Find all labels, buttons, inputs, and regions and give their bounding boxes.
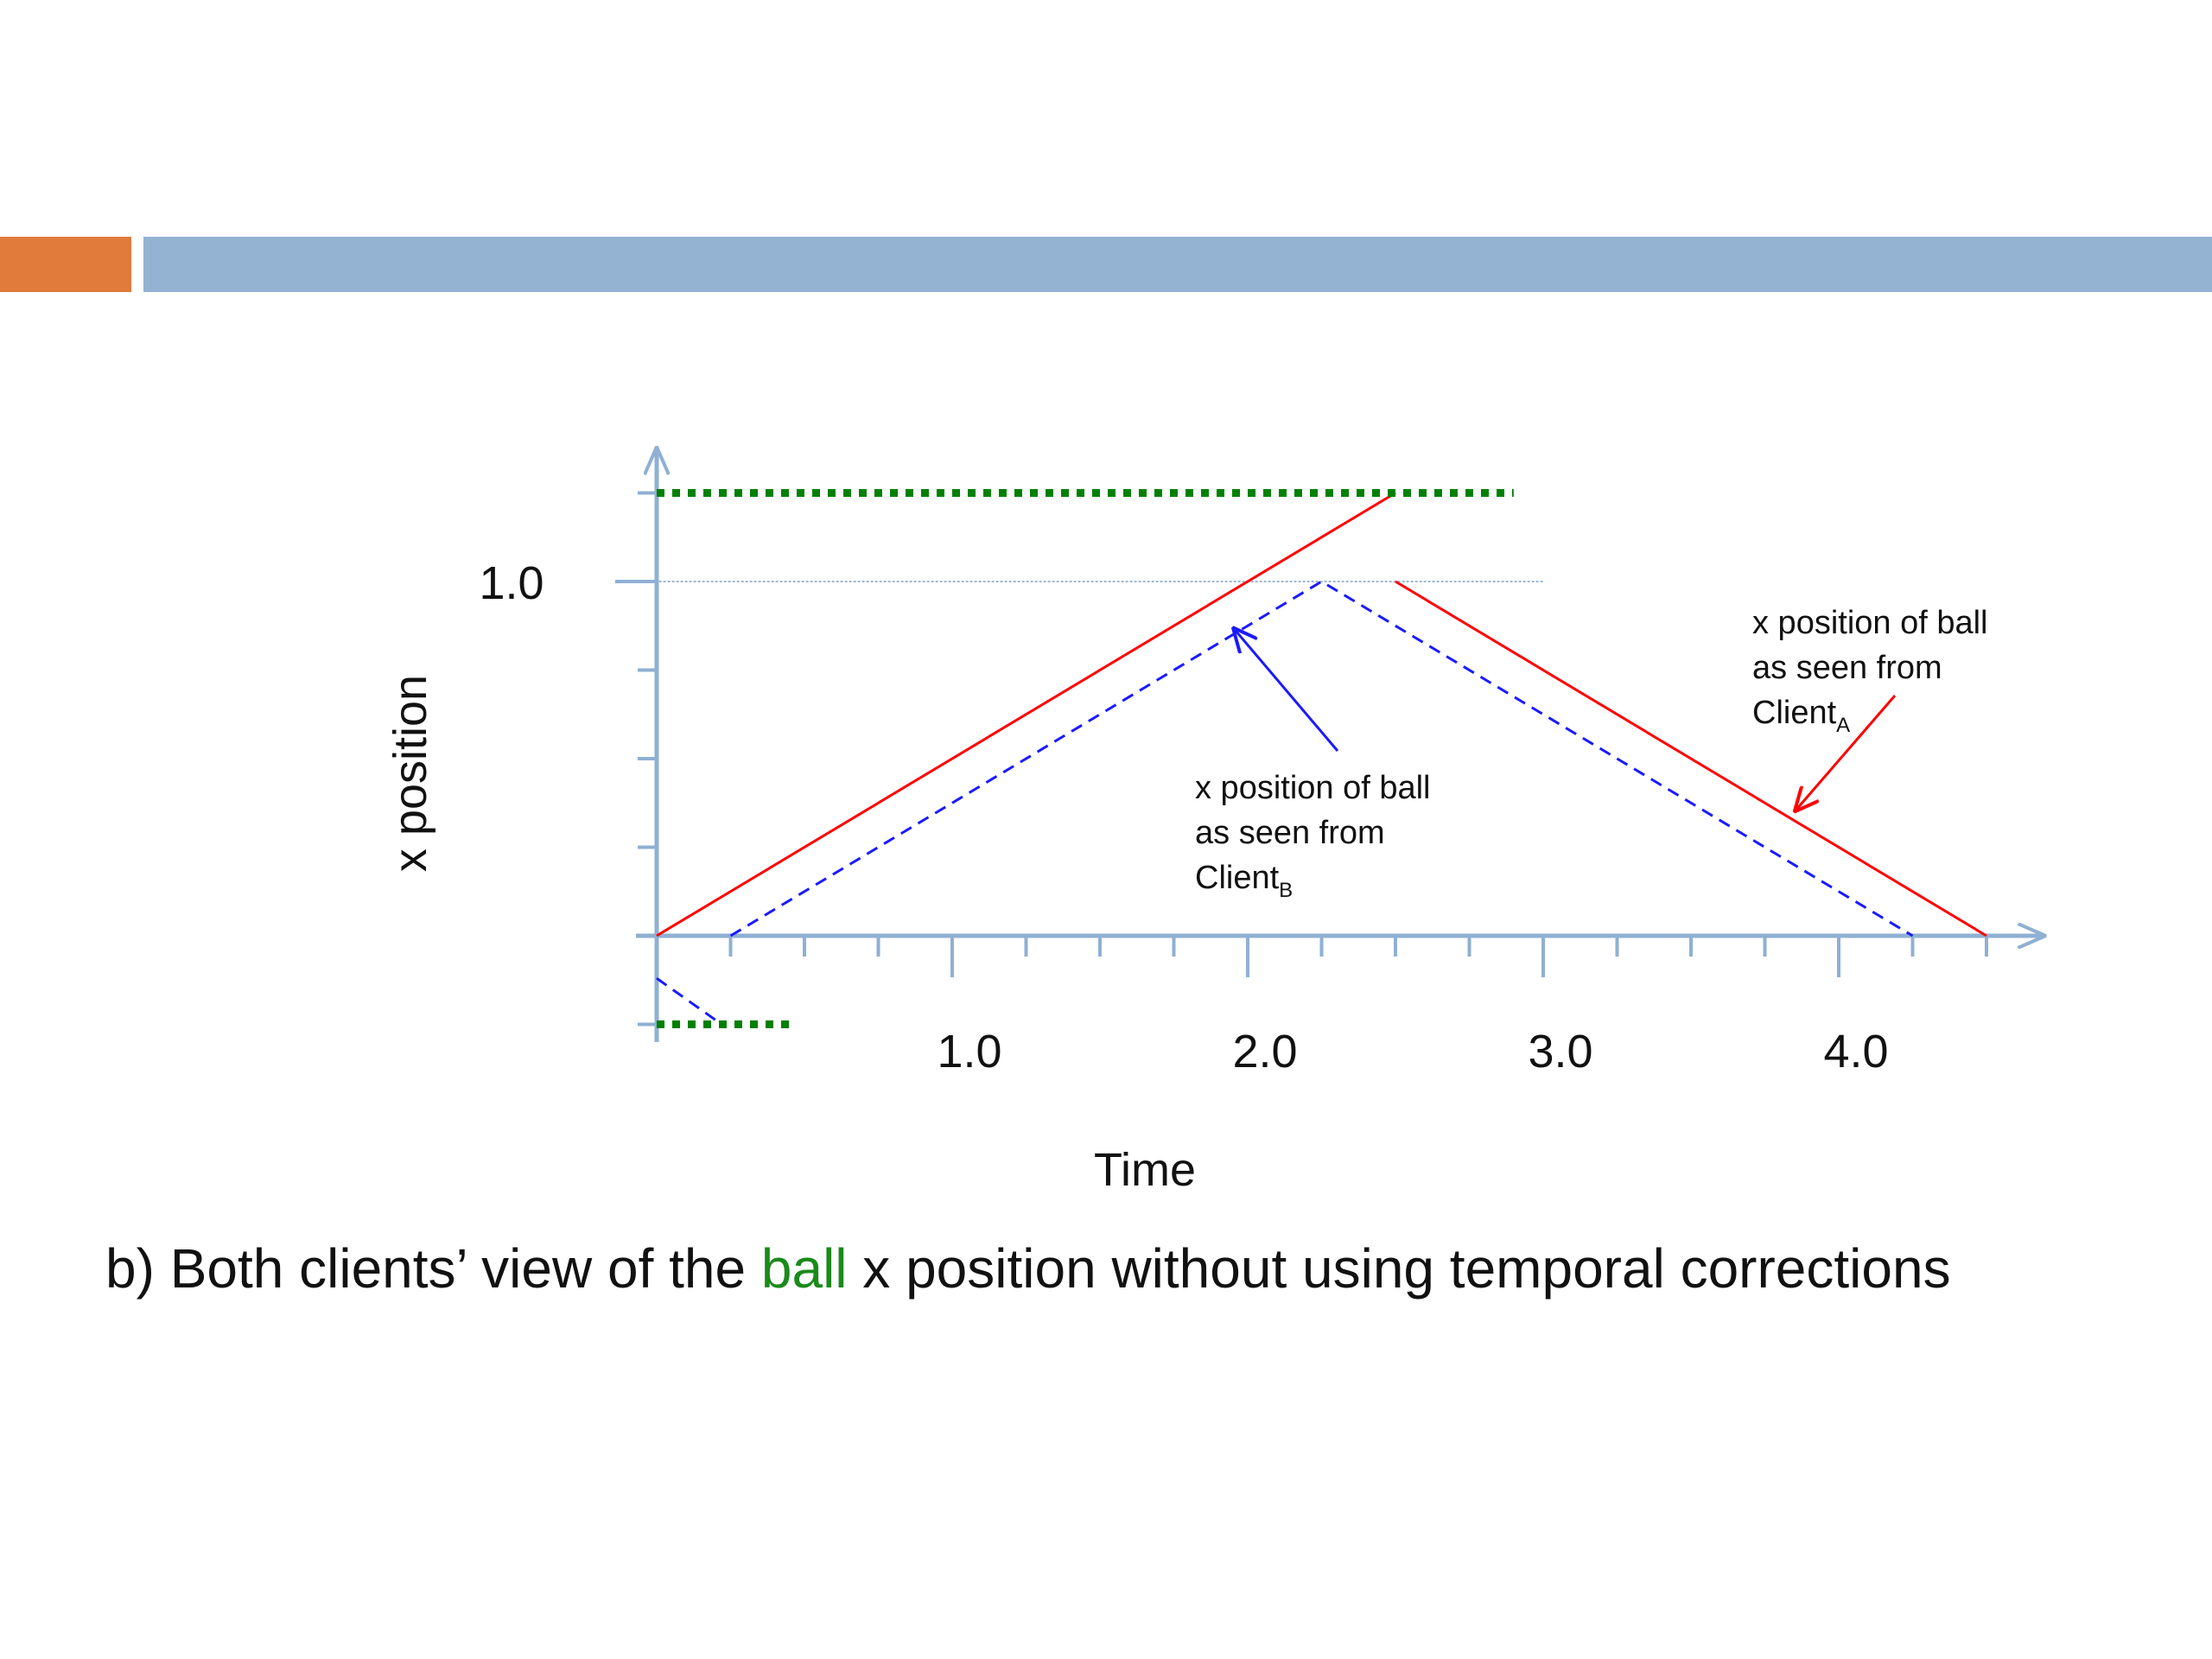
header-accent-orange [0, 237, 131, 292]
annotation-client_b-arrow [1233, 627, 1339, 752]
y-axis-title: x position [385, 675, 436, 872]
series-client_a-segment-1 [656, 492, 1396, 938]
y-tick-label: 1.0 [479, 557, 543, 609]
annotation-client_b: x position of ball as seen from ClientB [1195, 770, 1431, 902]
caption-text-2: x position without using temporal correc… [847, 1237, 1951, 1300]
annotation-client_a-arrow [1795, 695, 1897, 812]
series-client_b-segment-1 [656, 976, 723, 1026]
series-client_b-segment-2 [729, 580, 1914, 938]
caption-highlight-ball: ball [760, 1237, 848, 1300]
caption-text-1: b) Both clients’ view of the [105, 1237, 761, 1300]
annotation-client_a: x position of ball as seen from ClientA [1752, 605, 1988, 737]
x-tick-label: 4.0 [1823, 1026, 1888, 1077]
annotation-client_a-line-2: as seen from [1752, 650, 1942, 686]
header-accent-bar [143, 237, 2212, 292]
annotation-client_b-client: ClientB [1195, 860, 1293, 902]
annotation-client_a-line-1: x position of ball [1752, 605, 1988, 641]
annotation-client_b-line-2: as seen from [1195, 815, 1385, 851]
series-client_a-segment-2 [1395, 580, 1987, 938]
x-axis-title: Time [1094, 1144, 1196, 1196]
x-tick-label: 2.0 [1232, 1026, 1297, 1077]
x-tick-label: 3.0 [1528, 1026, 1592, 1077]
annotation-client_a-client: ClientA [1752, 695, 1850, 737]
x-tick-label: 1.0 [937, 1026, 1001, 1077]
slide-caption: b) Both clients’ view of the ball x posi… [105, 1231, 2093, 1306]
annotation-client_b-line-1: x position of ball [1195, 770, 1431, 806]
